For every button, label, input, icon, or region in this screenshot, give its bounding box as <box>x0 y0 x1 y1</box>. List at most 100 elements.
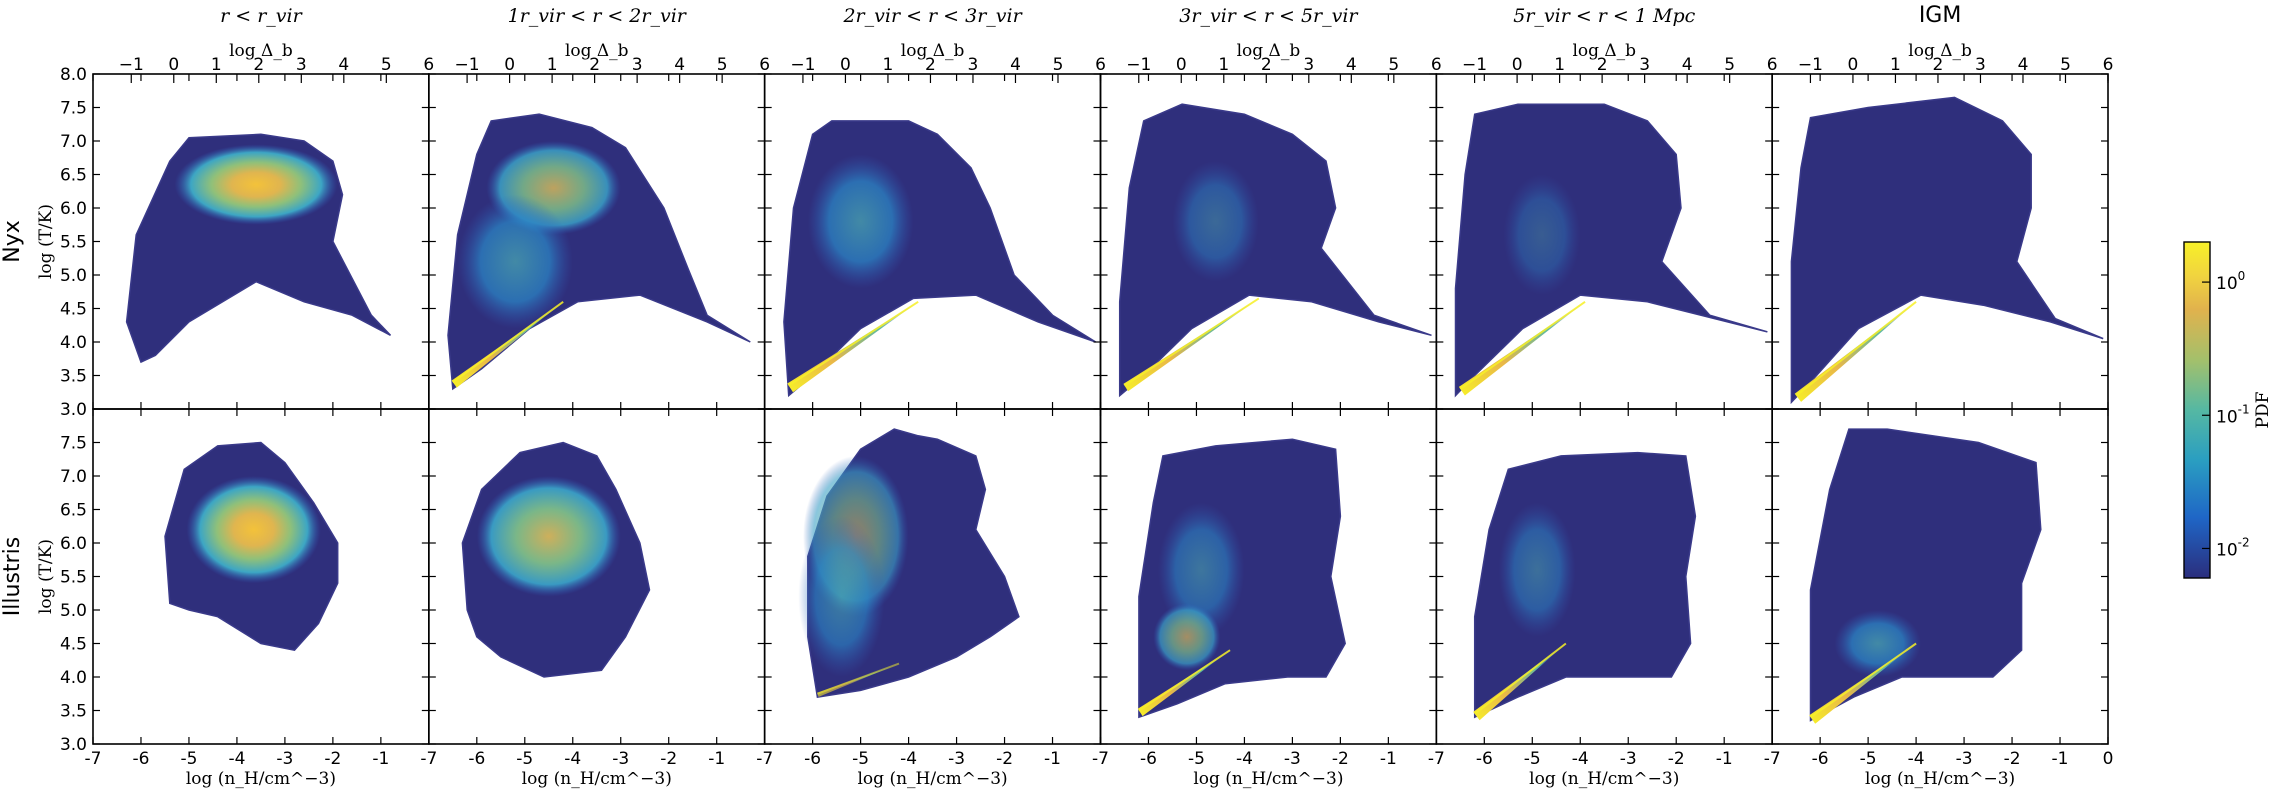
x-tick-label: 0 <box>2103 749 2114 769</box>
y-tick-label: 5.5 <box>60 568 87 588</box>
column-title-0: r < r_vir <box>220 5 303 27</box>
colorbar-label: PDF <box>2253 391 2273 428</box>
x-tick-label: -7 <box>1428 749 1445 769</box>
panel-1-0 <box>164 441 339 652</box>
x-tick-label: -7 <box>420 749 437 769</box>
x-tick-label: -2 <box>1332 749 1349 769</box>
y-tick-label: 7.5 <box>60 434 87 454</box>
top-tick-label: 1 <box>883 55 894 75</box>
x-tick-label: -7 <box>756 749 773 769</box>
top-tick-label: 5 <box>1388 55 1399 75</box>
top-tick-label: 0 <box>1848 55 1859 75</box>
panel-1-5 <box>1809 428 2042 724</box>
ridge-core <box>1138 649 1231 712</box>
x-tick-label: -3 <box>1284 749 1301 769</box>
y-tick-label: 4.0 <box>60 668 87 688</box>
top-axis-label: log Δ_b <box>1572 41 1636 61</box>
density-core <box>1834 610 1921 677</box>
frames-layer <box>92 73 2109 745</box>
x-tick-label: -2 <box>324 749 341 769</box>
top-tick-label: −1 <box>119 55 144 75</box>
x-tick-label: -6 <box>1140 749 1157 769</box>
column-title-4: 5r_vir < r < 1 Mpc <box>1513 5 1695 27</box>
colorbar-tick-label: 10-1 <box>2216 402 2250 427</box>
x-tick-label: -3 <box>612 749 629 769</box>
top-tick-label: 3 <box>968 55 979 75</box>
top-tick-label: 6 <box>759 55 770 75</box>
x-tick-label: -3 <box>276 749 293 769</box>
top-tick-label: 0 <box>504 55 515 75</box>
column-title-3: 3r_vir < r < 5r_vir <box>1179 5 1359 27</box>
top-tick-label: 2 <box>1933 55 1944 75</box>
density-ridge <box>1794 301 1917 402</box>
y-tick-label: 3.0 <box>60 400 87 420</box>
top-tick-label: 1 <box>1554 55 1565 75</box>
density-core <box>1158 502 1245 637</box>
top-tick-label: 0 <box>840 55 851 75</box>
top-tick-label: 4 <box>2018 55 2029 75</box>
x-tick-label: -7 <box>1092 749 1109 769</box>
ridge-core <box>1459 300 1586 390</box>
x-axis-label: log (n_H/cm^−3) <box>186 769 336 789</box>
x-tick-label: -4 <box>1908 749 1925 769</box>
top-tick-label: 0 <box>1512 55 1523 75</box>
x-tick-label: -5 <box>1860 749 1877 769</box>
top-tick-label: 2 <box>589 55 600 75</box>
y-tick-label: 7.0 <box>60 467 87 487</box>
density-ridge <box>1473 643 1566 721</box>
top-tick-label: 6 <box>1431 55 1442 75</box>
ridge-core <box>1809 642 1917 719</box>
top-tick-label: 2 <box>925 55 936 75</box>
panel-0-4 <box>1454 103 1768 398</box>
top-tick-label: 4 <box>1346 55 1357 75</box>
x-tick-label: -1 <box>1716 749 1733 769</box>
y-tick-label: 6.0 <box>60 534 87 554</box>
x-tick-label: -6 <box>804 749 821 769</box>
x-tick-label: -3 <box>948 749 965 769</box>
y-tick-label: 3.5 <box>60 702 87 722</box>
density-core <box>186 475 321 584</box>
x-tick-label: -5 <box>1524 749 1541 769</box>
x-tick-label: -3 <box>1620 749 1637 769</box>
density-region <box>1454 103 1768 398</box>
top-tick-label: 4 <box>1682 55 1693 75</box>
density-core <box>1153 603 1221 671</box>
x-tick-label: -6 <box>1812 749 1829 769</box>
colorbar-tick-label: 10-2 <box>2216 535 2250 560</box>
panel-0-3 <box>1118 103 1432 398</box>
top-tick-label: −1 <box>455 55 480 75</box>
x-tick-label: -5 <box>852 749 869 769</box>
y-tick-label: 5.0 <box>60 266 87 286</box>
top-tick-label: −1 <box>1462 55 1487 75</box>
ridge-core <box>452 300 564 384</box>
density-ridge <box>1809 643 1917 724</box>
top-tick-label: 5 <box>1724 55 1735 75</box>
density-ridge <box>787 301 919 393</box>
top-tick-label: 3 <box>1303 55 1314 75</box>
panels-layer <box>125 96 2104 724</box>
top-axis-label: log Δ_b <box>901 41 965 61</box>
top-tick-label: 5 <box>2060 55 2071 75</box>
x-tick-label: -1 <box>708 749 725 769</box>
y-tick-label: 5.0 <box>60 601 87 621</box>
density-ridge <box>1458 301 1586 396</box>
density-core <box>1172 161 1259 282</box>
y-tick-label: 4.0 <box>60 333 87 353</box>
x-tick-label: -7 <box>85 749 102 769</box>
row-label-illustris: Illustris <box>0 537 25 616</box>
x-tick-label: -2 <box>2004 749 2021 769</box>
top-tick-label: 6 <box>2103 55 2114 75</box>
top-axis-label: log Δ_b <box>1908 41 1972 61</box>
row-label-nyx: Nyx <box>0 220 25 263</box>
column-title-1: 1r_vir < r < 2r_vir <box>508 5 688 27</box>
density-core <box>807 154 914 289</box>
top-tick-label: 4 <box>338 55 349 75</box>
colorbar-tick-label: 100 <box>2216 269 2245 294</box>
y-tick-label: 3.0 <box>60 735 87 755</box>
ridge-core <box>1795 301 1917 397</box>
x-tick-label: -2 <box>996 749 1013 769</box>
density-core <box>1498 502 1576 637</box>
top-tick-label: 2 <box>1597 55 1608 75</box>
top-tick-label: −1 <box>1126 55 1151 75</box>
